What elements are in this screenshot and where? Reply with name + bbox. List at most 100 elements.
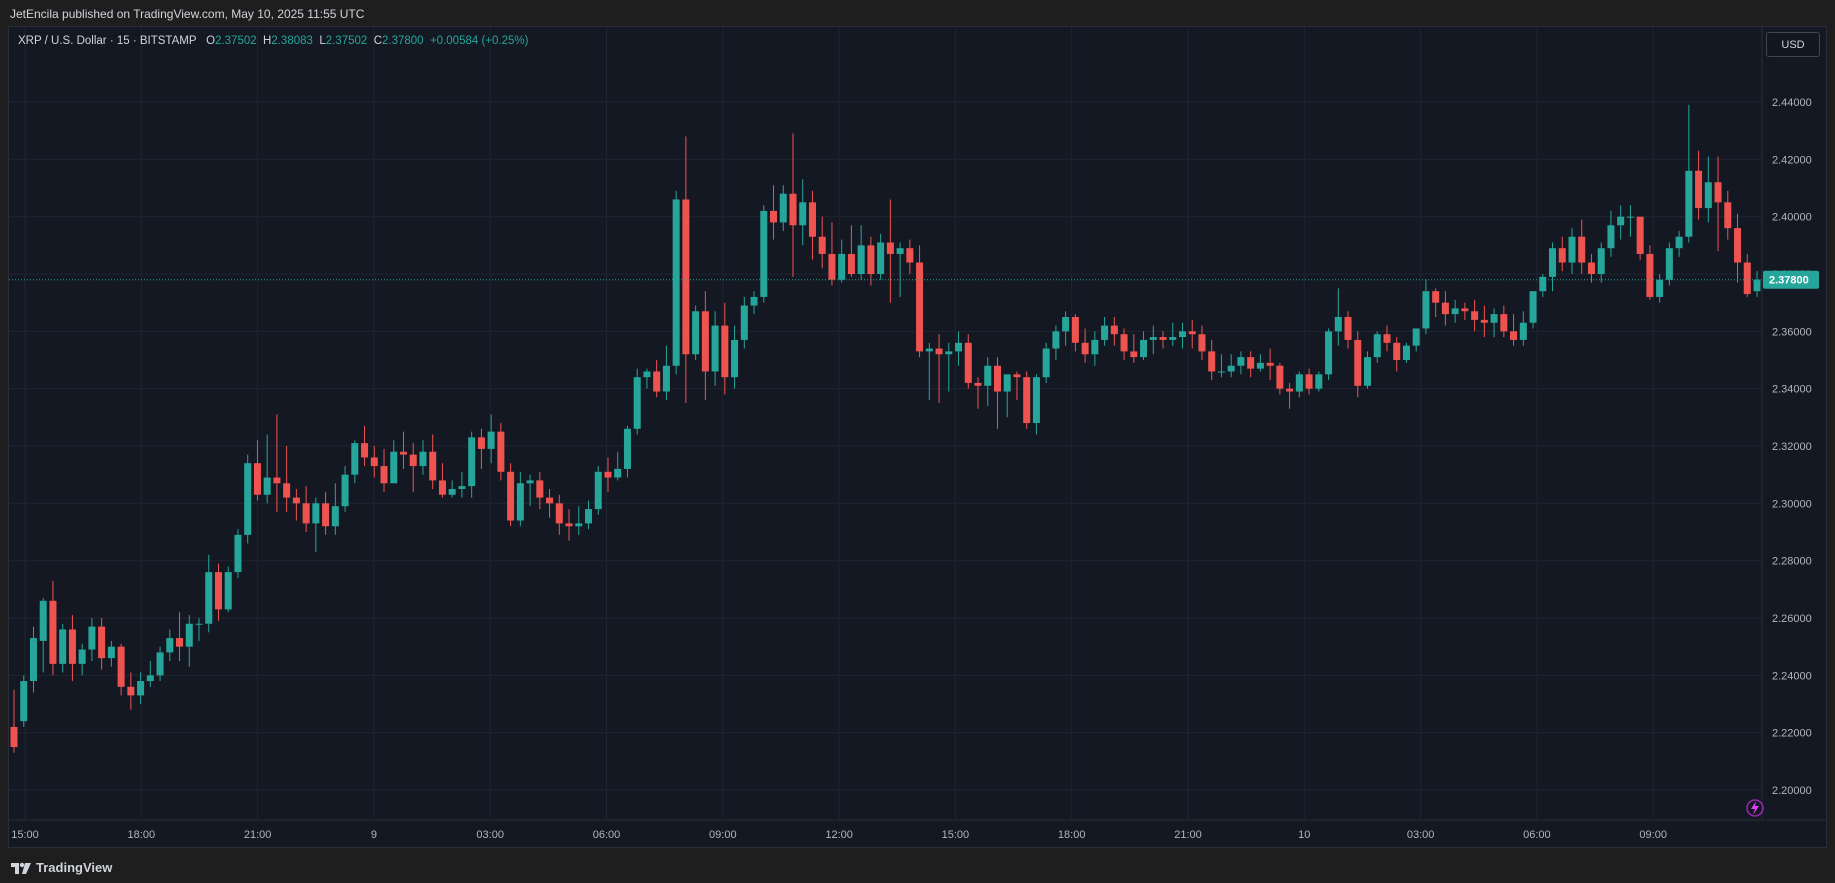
candle	[1529, 291, 1537, 329]
candle	[1393, 337, 1401, 372]
candle	[1597, 242, 1605, 283]
candle-body	[1178, 331, 1186, 338]
candle-body	[1023, 377, 1031, 424]
candle-body	[662, 365, 670, 392]
candle	[1354, 331, 1362, 398]
candle	[283, 446, 291, 512]
candle	[604, 457, 612, 492]
candle-body	[283, 483, 291, 498]
chart-pane[interactable]	[8, 26, 1827, 848]
y-tick-label: 2.44000	[1772, 97, 1812, 109]
candle	[886, 199, 894, 303]
candle-body	[292, 497, 300, 504]
candle	[516, 471, 524, 527]
candle	[409, 443, 417, 492]
x-tick-label: 18:00	[1058, 829, 1086, 841]
candle	[1383, 325, 1391, 352]
candle	[857, 225, 865, 280]
candle	[370, 446, 378, 478]
candle	[1334, 288, 1342, 346]
candle	[1578, 219, 1586, 274]
candle-body	[896, 248, 904, 254]
candle-body	[1110, 325, 1118, 335]
candle-body	[1412, 328, 1420, 346]
candle	[925, 342, 933, 401]
candle-body	[1373, 334, 1381, 358]
candle	[555, 494, 563, 535]
x-tick-label: 15:00	[11, 829, 39, 841]
candle-body	[760, 210, 768, 297]
tradingview-logo[interactable]: TradingView	[10, 860, 112, 875]
candle-body	[20, 681, 28, 722]
candle-body	[1636, 216, 1644, 254]
x-tick-label: 03:00	[1407, 829, 1435, 841]
candle	[1734, 213, 1742, 283]
y-tick-label: 2.40000	[1772, 212, 1812, 224]
candle	[117, 643, 125, 696]
candle	[1062, 311, 1070, 346]
candle-body	[964, 342, 972, 383]
candle-body	[1558, 248, 1566, 263]
candle	[1286, 382, 1294, 409]
currency-button[interactable]: USD	[1766, 32, 1820, 57]
candle	[1500, 305, 1508, 338]
candle-body	[312, 503, 320, 524]
candle-body	[1276, 365, 1284, 389]
candle	[205, 554, 213, 633]
publisher-line: JetEncila published on TradingView.com, …	[10, 7, 365, 21]
candle-body	[1441, 302, 1449, 315]
candle-body	[916, 262, 924, 352]
candle	[214, 563, 222, 621]
candle-body	[1101, 325, 1109, 340]
candle-body	[176, 638, 184, 647]
candle	[1325, 328, 1333, 381]
footer-bar	[0, 850, 1835, 883]
candle-body	[945, 351, 953, 355]
candle	[1247, 351, 1255, 378]
x-tick-label: 10	[1298, 829, 1310, 841]
candle-body	[351, 443, 359, 475]
candle	[1724, 190, 1732, 240]
candle	[438, 463, 446, 498]
candle-body	[847, 253, 855, 274]
candle	[419, 440, 427, 475]
candle	[497, 423, 505, 481]
candle	[1753, 271, 1761, 297]
candle	[1607, 210, 1615, 257]
candle	[1743, 253, 1751, 297]
publisher-bar: JetEncila published on TradingView.com, …	[0, 0, 1835, 26]
candle-body	[731, 339, 739, 378]
candle	[1130, 334, 1138, 363]
candle-body	[117, 646, 125, 687]
candle-body	[224, 572, 232, 610]
candle-body	[1665, 248, 1673, 280]
candle	[945, 342, 953, 392]
candle	[1480, 305, 1488, 338]
legend-symbol[interactable]: XRP / U.S. Dollar · 15 · BITSTAMP	[18, 35, 197, 47]
candle-body	[1519, 322, 1527, 340]
candle-body	[770, 210, 778, 223]
candle	[731, 325, 739, 389]
lightning-icon[interactable]	[1746, 799, 1764, 817]
candle	[565, 509, 573, 541]
candle-body	[59, 629, 67, 664]
candle-body	[565, 523, 573, 527]
candle	[808, 190, 816, 260]
x-tick-label: 03:00	[476, 829, 504, 841]
candle	[224, 566, 232, 613]
candle-body	[692, 311, 700, 355]
candle	[701, 291, 709, 401]
candle	[740, 296, 748, 349]
candle-body	[1646, 253, 1654, 297]
candle-body	[10, 726, 18, 747]
candle	[1451, 299, 1459, 323]
candle	[1490, 308, 1498, 338]
candle-body	[516, 483, 524, 521]
candle-body	[1617, 216, 1625, 226]
candle-body	[195, 623, 203, 625]
x-tick-label: 12:00	[825, 829, 853, 841]
legend-high-label: H	[263, 35, 272, 47]
candle-body	[955, 342, 963, 352]
last-price-label: 2.37800	[1769, 275, 1809, 287]
